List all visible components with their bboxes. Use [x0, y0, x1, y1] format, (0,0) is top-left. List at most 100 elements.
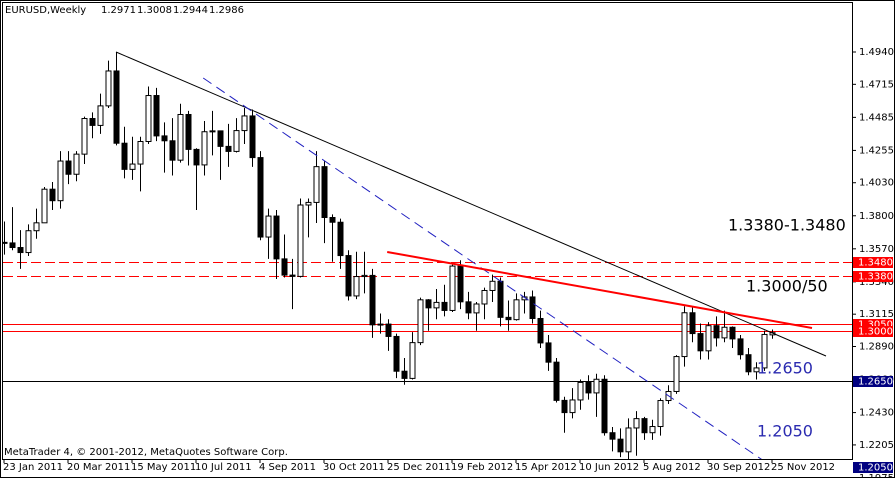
candle-body: [217, 130, 224, 147]
candle-body: [377, 323, 384, 326]
y-tick-label: 1.2205: [859, 440, 894, 451]
candle-body: [73, 153, 80, 175]
candle-body: [761, 333, 768, 369]
header-open: 1.2971: [101, 5, 136, 16]
candle-body: [393, 335, 400, 372]
candle-body: [153, 95, 160, 137]
y-tick-label: 1.4940: [859, 47, 894, 58]
candle-body: [297, 204, 304, 277]
level-label: 1.2650: [858, 377, 893, 388]
candle-body: [89, 118, 96, 126]
candle-body: [697, 333, 704, 352]
candle-body: [361, 274, 368, 278]
candle-body: [473, 303, 480, 314]
candle-body: [433, 301, 440, 309]
candle-body: [241, 115, 248, 132]
candle-body: [481, 289, 488, 305]
candle-body: [121, 142, 128, 170]
level-label-box: [853, 319, 893, 330]
candle-body: [209, 130, 216, 133]
y-tick-label: 1.4715: [859, 79, 894, 90]
candle-body: [585, 381, 592, 394]
candle-body: [401, 370, 408, 379]
candle-body: [137, 141, 144, 165]
candle-body: [97, 105, 104, 126]
candle-body: [105, 70, 112, 107]
footer: MetaTrader 4, © 2001-2012, MetaQuotes So…: [4, 447, 288, 458]
candle-body: [577, 381, 584, 401]
candle-body: [385, 323, 392, 337]
level-label-box: [853, 271, 893, 282]
y-tick-label: 1.3570: [859, 244, 894, 255]
candle-body: [49, 188, 56, 202]
x-tick-label: 15 May 2011: [131, 462, 196, 473]
header-high: 1.3008: [137, 5, 172, 16]
level-label: 1.2050: [858, 463, 893, 474]
candle-body: [33, 222, 40, 232]
candle-body: [249, 115, 256, 159]
candle-body: [457, 265, 464, 303]
candle-body: [417, 299, 424, 344]
candle-body: [497, 280, 504, 318]
candle-body: [609, 432, 616, 440]
annotation: 1.2650: [757, 359, 813, 378]
annotation: 1.2050: [757, 422, 813, 441]
candle-body: [113, 70, 120, 144]
candle-body: [25, 230, 32, 254]
candle-body: [633, 418, 640, 429]
candle-body: [641, 418, 648, 434]
candle-body: [41, 188, 48, 224]
candle-body: [193, 148, 200, 166]
x-tick-label: 4 Sep 2011: [259, 462, 316, 473]
candle-body: [177, 113, 184, 161]
candle-body: [673, 356, 680, 392]
candle-body: [705, 325, 712, 352]
annotation: 1.3380-1.3480: [728, 216, 846, 235]
candle-body: [537, 317, 544, 344]
trend-line: [387, 250, 813, 329]
candle-body: [9, 242, 16, 249]
level-label-box: [853, 326, 893, 337]
candle-body: [345, 255, 352, 297]
y-tick-label: 1.4485: [859, 112, 894, 123]
y-tick-label: 1.1975: [859, 473, 894, 478]
candle-body: [529, 296, 536, 319]
candle-body: [289, 274, 296, 277]
candle-body: [745, 354, 752, 373]
symbol: EURUSD,Weekly: [5, 5, 86, 16]
y-tick-label: 1.3340: [859, 277, 894, 288]
x-tick-label: 10 Jun 2012: [579, 462, 639, 473]
candle-body: [649, 426, 656, 434]
y-tick-label: 1.3115: [859, 309, 894, 320]
candle-body: [593, 378, 600, 394]
candle-body: [161, 135, 168, 142]
candle-body: [65, 160, 72, 175]
candle-body: [337, 221, 344, 257]
candle-body: [601, 378, 608, 434]
candle-body: [441, 301, 448, 311]
y-tick-label: 1.2430: [859, 408, 894, 419]
candle-body: [281, 258, 288, 276]
candle-body: [3, 241, 8, 244]
annotation: 1.3000/50: [746, 277, 828, 296]
candle-body: [713, 325, 720, 339]
level-label: 1.3000: [858, 327, 893, 338]
candle-body: [561, 399, 568, 414]
candle-body: [185, 113, 192, 150]
level-label-box: [853, 257, 893, 268]
level-label-box: [853, 462, 893, 473]
candle-body: [545, 342, 552, 363]
y-tick-label: 1.3800: [859, 211, 894, 222]
candle-body: [753, 367, 760, 373]
x-tick-label: 23 Jan 2011: [3, 462, 63, 473]
candle-body: [129, 163, 136, 170]
candle-body: [625, 427, 632, 453]
candle-body: [313, 166, 320, 203]
y-tick-label: 1.4255: [859, 145, 894, 156]
y-tick-label: 1.4030: [859, 178, 894, 189]
candle-body: [721, 326, 728, 339]
candle-body: [353, 276, 360, 297]
candle-body: [57, 160, 64, 202]
candle-body: [729, 326, 736, 340]
